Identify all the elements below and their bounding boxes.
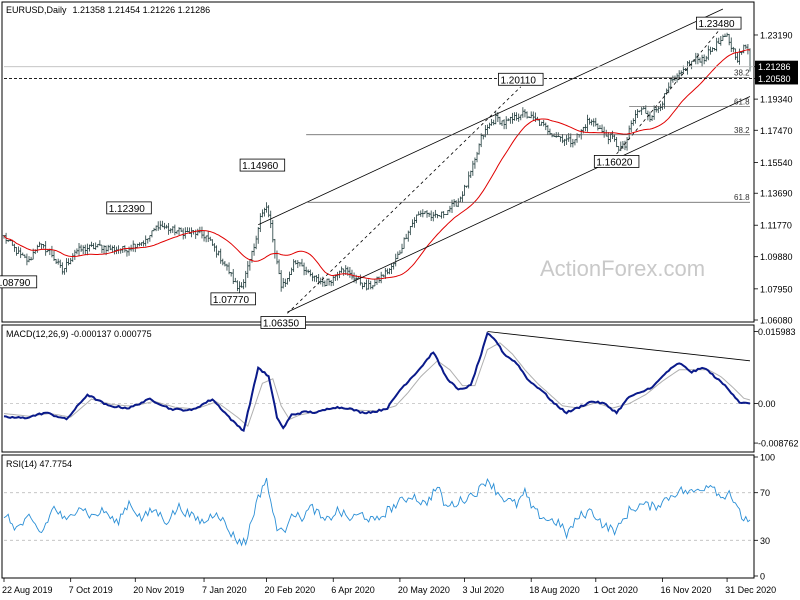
price-y-tick-highlight — [755, 60, 798, 73]
rsi-y-tick-label: 0 — [760, 572, 765, 582]
rsi-y-tick-label: 70 — [760, 488, 770, 498]
fib-level-label: 61.8 — [734, 193, 750, 202]
price-title: EURUSD,Daily — [6, 5, 67, 15]
macd-trend-line — [487, 331, 751, 362]
price-annotation-box — [239, 158, 286, 172]
price-y-tick-label: 1.06080 — [760, 316, 793, 326]
macd-panel-frame — [1, 324, 755, 453]
price-annotation: 1.23480 — [696, 16, 742, 30]
price-annotation-label: 1.14960 — [242, 161, 279, 172]
price-annotation-box — [696, 16, 742, 30]
axis-layer: 1.23190 1.21286 1.20580 1.19340 1.17470 1.155… — [2, 30, 799, 595]
macd-y-tick-label: 0.015983 — [758, 327, 796, 337]
price-ohlc: 1.21358 1.21454 1.21226 1.21286 — [73, 5, 211, 15]
macd-line — [3, 331, 751, 433]
x-tick-label: 16 Nov 2020 — [660, 585, 711, 595]
price-y-tick-label: 1.21286 — [758, 62, 791, 72]
macd-header: MACD(12,26,9) -0.000137 0.000775 — [6, 329, 152, 339]
price-y-tick-label: 1.20580 — [758, 74, 791, 84]
price-annotation-box — [498, 72, 544, 86]
moving-average-line — [3, 49, 751, 280]
price-annotation: 1.07770 — [210, 292, 256, 306]
price-y-tick-label: 1.15540 — [760, 158, 793, 168]
dashed-trend-line — [616, 30, 720, 155]
x-tick-label: 22 Aug 2019 — [2, 585, 53, 595]
fib-level-label: 61.8 — [734, 97, 750, 106]
price-y-tick-label: 1.23190 — [760, 30, 793, 40]
fib-level-label: 38.2 — [734, 68, 750, 77]
price-annotation-label: 1.06350 — [263, 319, 300, 330]
dashed-trend-line — [287, 86, 522, 314]
x-tick-label: 18 Aug 2020 — [529, 585, 580, 595]
x-tick-label: 1 Oct 2020 — [594, 585, 638, 595]
rsi-layer — [3, 477, 754, 547]
price-annotation: 1.12390 — [106, 201, 152, 215]
macd-y-tick-label: 0.00 — [758, 399, 776, 409]
price-header: EURUSD,Daily 1.21358 1.21454 1.21226 1.21… — [6, 5, 210, 15]
price-y-tick-label: 1.11770 — [760, 221, 792, 231]
macd-y-tick-label: -0.008762 — [758, 439, 799, 449]
price-annotation-label: 1.12390 — [109, 204, 146, 215]
price-annotation-label: 1.16020 — [596, 157, 633, 168]
x-tick-label: 20 Nov 2019 — [133, 585, 184, 595]
x-tick-label: 31 Dec 2020 — [725, 585, 776, 595]
price-y-tick-label: 1.17470 — [760, 126, 793, 136]
channel-line — [258, 8, 724, 226]
price-annotation-label: 1.20110 — [500, 75, 536, 86]
x-tick-label: 20 May 2020 — [398, 585, 450, 595]
rsi-panel-frame — [1, 454, 755, 579]
price-annotation: 1.08790 — [0, 275, 38, 289]
price-annotation-label: 1.08790 — [0, 278, 31, 289]
price-annotation: 1.06350 — [260, 316, 306, 330]
price-annotation-box — [106, 201, 152, 215]
x-tick-label: 7 Oct 2019 — [69, 585, 113, 595]
channel-line — [287, 96, 751, 313]
x-tick-label: 3 Jul 2020 — [463, 585, 505, 595]
price-y-tick-label: 1.07950 — [760, 284, 793, 294]
price-annotation: 1.16020 — [593, 155, 640, 168]
macd-layer — [3, 331, 754, 433]
price-annotation: 1.20110 — [498, 72, 544, 86]
price-y-tick-highlight — [755, 72, 798, 85]
price-y-tick-label: 1.09880 — [760, 252, 793, 262]
x-tick-label: 6 Apr 2020 — [331, 585, 375, 595]
price-annotation-box — [0, 275, 38, 289]
price-annotation: 1.14960 — [239, 158, 286, 172]
price-annotation-box — [210, 292, 256, 306]
price-layer: 38.2 61.8 38.2 61.8 1.08790 1.12390 1.07770 1.1… — [0, 8, 754, 330]
x-tick-label: 7 Jan 2020 — [202, 585, 247, 595]
rsi-line — [3, 477, 751, 547]
watermark: ActionForex.com — [540, 256, 705, 281]
rsi-y-tick-label: 30 — [760, 536, 770, 546]
x-tick-label: 20 Feb 2020 — [265, 585, 316, 595]
fib-level-label: 38.2 — [734, 126, 750, 135]
price-annotation-label: 1.07770 — [213, 295, 250, 306]
price-y-tick-label: 1.13690 — [760, 189, 793, 199]
rsi-header: RSI(14) 47.7754 — [6, 459, 72, 469]
rsi-y-tick-label: 100 — [760, 453, 775, 463]
price-annotation-box — [260, 316, 306, 329]
price-annotation-box — [593, 155, 640, 168]
price-annotation-label: 1.23480 — [698, 19, 735, 30]
price-y-tick-label: 1.19340 — [760, 95, 793, 105]
